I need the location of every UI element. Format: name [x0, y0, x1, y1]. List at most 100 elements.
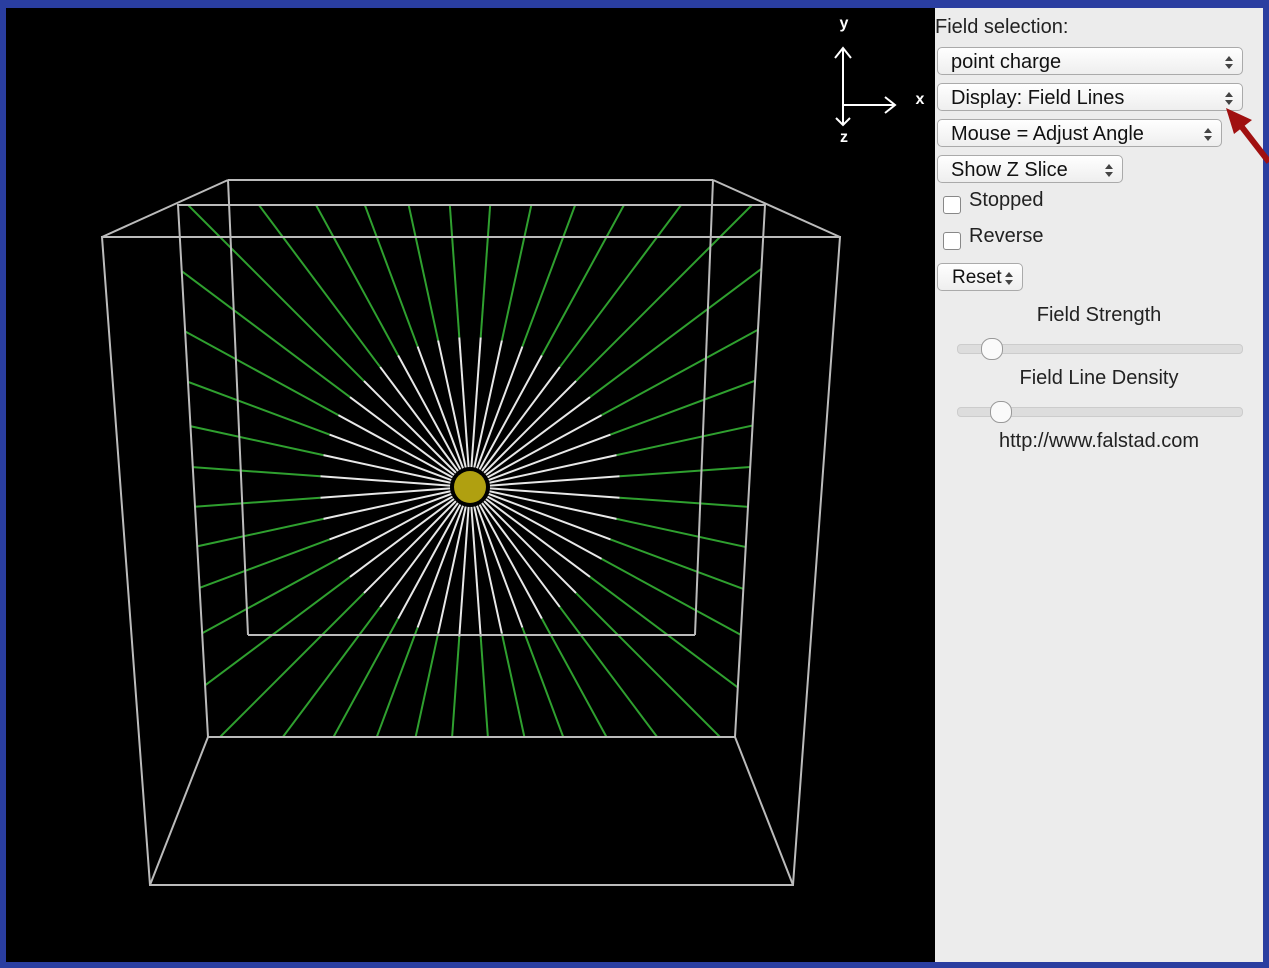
select[interactable]: Display: Field Lines	[937, 83, 1243, 111]
field-line	[178, 205, 365, 382]
field-line	[363, 380, 457, 474]
field-line	[349, 396, 455, 476]
field-line	[178, 396, 324, 457]
slider[interactable]	[957, 344, 1243, 354]
cube	[100, 179, 842, 886]
field-line	[458, 506, 470, 637]
field-line	[323, 490, 451, 520]
field-line	[476, 346, 524, 469]
field-line	[178, 496, 321, 518]
field-line	[178, 456, 321, 478]
field-line	[541, 618, 673, 737]
field-line	[217, 606, 381, 737]
field-line	[323, 454, 451, 484]
field-line	[610, 538, 765, 635]
field-line	[619, 496, 765, 518]
field-line	[476, 505, 524, 628]
field-line	[619, 456, 765, 478]
field-line	[439, 636, 461, 737]
field-line	[379, 633, 440, 737]
field-line	[521, 205, 618, 347]
field-line	[601, 284, 765, 416]
field-line	[437, 340, 467, 468]
checkbox[interactable]	[943, 232, 961, 250]
field-line	[479, 205, 501, 338]
axis-label: x	[916, 91, 925, 108]
checkbox-label[interactable]: Reverse	[969, 225, 1044, 247]
select[interactable]: point charge	[937, 47, 1243, 75]
axis-gizmo	[834, 46, 897, 127]
field-line	[379, 205, 440, 341]
select[interactable]: Mouse = Adjust Angle	[937, 119, 1222, 147]
field-line	[481, 502, 561, 608]
field-line	[416, 505, 464, 628]
slider-label: Field Strength	[1036, 304, 1162, 326]
slider[interactable]	[957, 407, 1243, 417]
field-line	[478, 504, 543, 620]
field-line	[487, 495, 603, 560]
field-line	[601, 558, 765, 690]
label: Field selection:	[935, 16, 1069, 38]
slider-knob[interactable]	[981, 338, 1003, 360]
field-line	[487, 414, 603, 479]
field-line	[478, 354, 543, 470]
field-line	[489, 475, 620, 487]
axis-label: y	[840, 15, 849, 32]
field-lines	[178, 205, 765, 737]
field-line	[589, 234, 765, 398]
field-line	[363, 500, 457, 594]
field-line	[178, 558, 339, 690]
field-line	[479, 636, 501, 737]
slider-label: Field Line Density	[1019, 367, 1179, 389]
field-line	[488, 433, 611, 481]
field-canvas[interactable]: y x z	[6, 8, 935, 962]
field-line	[267, 618, 399, 737]
field-line	[337, 414, 453, 479]
field-line	[178, 339, 330, 436]
field-line	[439, 205, 461, 338]
field-line	[473, 506, 503, 634]
annotation-arrow	[1226, 108, 1269, 164]
field-line	[488, 493, 611, 541]
slider-knob[interactable]	[990, 401, 1012, 423]
field-line	[489, 454, 617, 484]
field-line	[349, 498, 455, 578]
field-line	[320, 475, 451, 487]
field-line	[178, 592, 365, 737]
control-panel: Field selection: point charge Display: F…	[935, 8, 1263, 962]
field-line	[470, 506, 482, 637]
field-line	[178, 234, 351, 398]
field-line	[500, 205, 561, 341]
checkbox[interactable]	[943, 196, 961, 214]
field-line	[178, 517, 324, 578]
checkbox-label[interactable]: Stopped	[969, 189, 1044, 211]
field-line	[329, 433, 452, 481]
field-line	[379, 502, 459, 608]
field-line	[473, 340, 503, 468]
link[interactable]: http://www.falstad.com	[998, 430, 1200, 452]
field-line	[485, 396, 591, 476]
field-line	[616, 517, 765, 578]
field-line	[610, 339, 765, 436]
field-line	[379, 366, 459, 472]
field-line	[485, 498, 591, 578]
field-line	[489, 490, 617, 520]
scene: y x z	[100, 15, 925, 886]
field-line	[320, 487, 451, 499]
select[interactable]: Show Z Slice	[937, 155, 1123, 183]
field-line	[500, 633, 561, 737]
field-line	[337, 495, 453, 560]
field-line	[483, 380, 577, 474]
point-charge	[454, 471, 486, 503]
field-line	[470, 337, 482, 468]
field-line	[397, 504, 462, 620]
field-line	[178, 576, 351, 737]
field-line	[178, 284, 339, 416]
field-line	[397, 354, 462, 470]
field-line	[458, 337, 470, 468]
field-line	[489, 487, 620, 499]
button[interactable]: Reset	[937, 263, 1023, 291]
field-line	[329, 493, 452, 541]
